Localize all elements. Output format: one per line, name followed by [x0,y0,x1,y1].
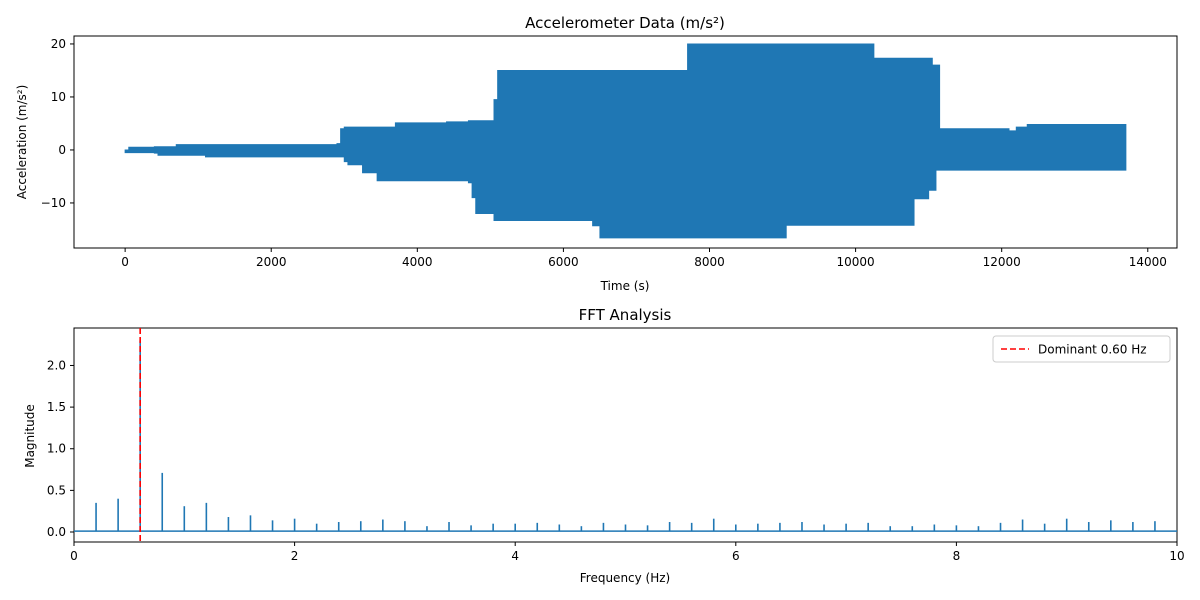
fft-chart: 0 2 4 6 8 10 0.0 0.5 1.0 1.5 2.0 FFT Analysis Fre… [23,306,1185,585]
x-tick-label: 8000 [694,255,725,269]
x-tick-label: 12000 [983,255,1021,269]
y-tick-label: 20 [51,37,66,51]
accelerometer-plot-area [73,35,1178,249]
accelerometer-x-axis-label: Time (s) [600,279,650,293]
x-tick-label: 0 [121,255,129,269]
accelerometer-signal-area [124,43,1127,239]
x-tick-label: 2000 [256,255,287,269]
legend-box [992,335,1171,363]
fft-title: FFT Analysis [579,306,672,324]
x-tick-label: 8 [953,549,961,563]
x-tick-label: 6 [732,549,740,563]
fft-x-ticks: 0 2 4 6 8 10 [70,542,1185,563]
accelerometer-marks [124,43,1127,239]
accelerometer-title: Accelerometer Data (m/s²) [525,14,725,32]
x-tick-label: 0 [70,549,78,563]
x-tick-label: 14000 [1129,255,1167,269]
y-tick-label: 0.5 [47,483,66,497]
y-tick-label: 0 [58,143,66,157]
accelerometer-x-ticks: 0 2000 4000 6000 8000 10000 12000 14000 [121,248,1167,269]
x-tick-label: 4000 [402,255,433,269]
y-tick-label: 1.5 [47,400,66,414]
fft-marks [74,328,1177,542]
y-tick-label: 1.0 [47,442,66,456]
fft-plot-area [73,327,1178,543]
fft-y-axis-label: Magnitude [23,404,37,468]
x-tick-label: 4 [511,549,519,563]
x-tick-label: 2 [291,549,299,563]
x-tick-label: 10000 [837,255,875,269]
y-tick-label: 2.0 [47,358,66,372]
x-tick-label: 10 [1169,549,1184,563]
accelerometer-y-ticks: −10 0 10 20 [41,37,74,210]
fft-x-axis-label: Frequency (Hz) [580,571,671,585]
fft-y-ticks: 0.0 0.5 1.0 1.5 2.0 [47,358,74,539]
x-tick-label: 6000 [548,255,579,269]
accelerometer-chart: 0 2000 4000 6000 8000 10000 12000 14000 −10 0 10 2… [15,14,1178,293]
y-tick-label: −10 [41,196,66,210]
legend-dominant-label: Dominant 0.60 Hz [1038,343,1147,357]
accelerometer-y-axis-label: Acceleration (m/s²) [15,85,29,200]
fft-legend: Dominant 0.60 Hz [992,335,1171,363]
y-tick-label: 0.0 [47,525,66,539]
y-tick-label: 10 [51,90,66,104]
